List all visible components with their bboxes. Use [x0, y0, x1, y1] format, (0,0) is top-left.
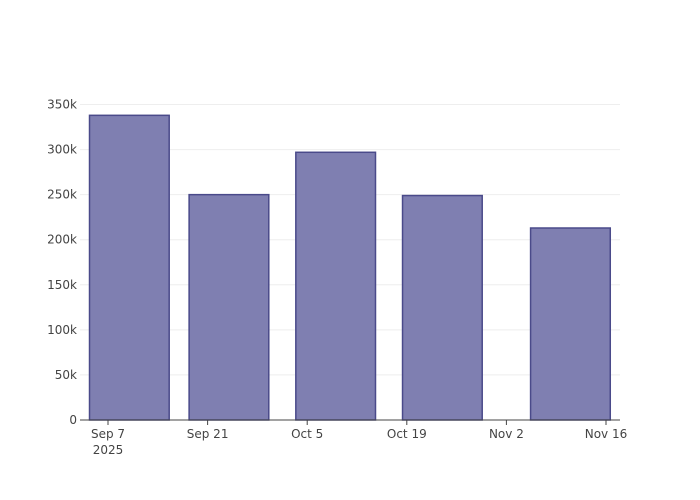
x-tick-label: Oct 5 [291, 427, 323, 441]
x-tick-label: Oct 19 [387, 427, 427, 441]
bar [295, 151, 377, 421]
y-tick-label: 350k [47, 98, 77, 112]
x-tick-label: Nov 16 [585, 427, 628, 441]
bar [88, 114, 170, 421]
x-tick-label: Sep 7 2025 [91, 427, 125, 457]
bar [188, 193, 270, 421]
y-tick-label: 150k [47, 278, 77, 292]
y-tick-label: 50k [55, 368, 77, 382]
y-tick-label: 250k [47, 188, 77, 202]
y-tick-label: 0 [69, 413, 77, 427]
y-tick-label: 200k [47, 233, 77, 247]
y-tick-label: 100k [47, 323, 77, 337]
x-tick-label: Nov 2 [489, 427, 524, 441]
bar [401, 194, 483, 421]
y-tick-label: 300k [47, 143, 77, 157]
bar [529, 227, 612, 421]
x-tick-label: Sep 21 [187, 427, 229, 441]
